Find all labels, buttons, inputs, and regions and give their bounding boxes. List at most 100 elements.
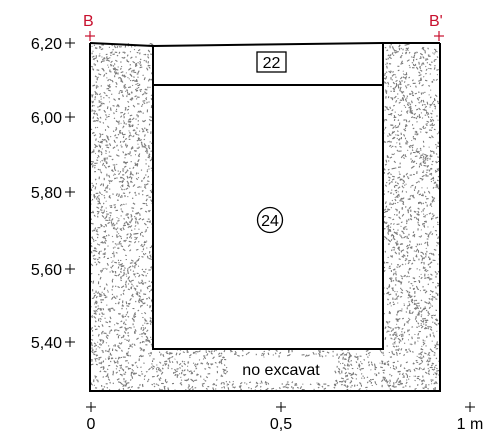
soil-speckle (409, 110, 412, 113)
soil-speckle (132, 124, 134, 127)
soil-speckle (247, 351, 250, 355)
soil-speckle (132, 184, 136, 187)
soil-speckle (417, 213, 420, 216)
soil-speckle (387, 54, 390, 57)
soil-speckle (123, 86, 127, 89)
soil-speckle (420, 322, 422, 325)
soil-speckle (204, 379, 207, 382)
soil-speckle (435, 216, 439, 219)
soil-speckle (433, 197, 436, 199)
soil-speckle (153, 382, 155, 385)
soil-speckle (98, 45, 102, 49)
soil-speckle (124, 138, 128, 140)
soil-speckle (399, 76, 403, 80)
soil-speckle (391, 131, 394, 135)
soil-speckle (108, 179, 111, 183)
soil-speckle (186, 379, 189, 382)
soil-speckle (333, 383, 337, 386)
soil-speckle (215, 349, 217, 352)
soil-speckle (106, 262, 109, 266)
soil-speckle (129, 117, 132, 121)
soil-speckle (134, 95, 137, 98)
soil-speckle (223, 364, 226, 366)
soil-speckle (430, 252, 433, 256)
soil-speckle (192, 351, 195, 354)
soil-speckle (422, 158, 425, 160)
soil-speckle (146, 180, 150, 183)
soil-speckle (106, 289, 109, 292)
soil-speckle (107, 59, 111, 62)
soil-speckle (402, 94, 405, 97)
soil-speckle (98, 292, 101, 295)
soil-speckle (415, 320, 418, 323)
soil-speckle (130, 147, 134, 150)
soil-speckle (145, 204, 148, 207)
soil-speckle (416, 133, 419, 136)
soil-speckle (429, 103, 432, 106)
soil-speckle (415, 85, 417, 88)
soil-speckle (275, 349, 278, 352)
soil-speckle (174, 371, 177, 374)
soil-speckle (120, 279, 123, 282)
soil-speckle (385, 75, 388, 79)
soil-speckle (149, 43, 153, 45)
soil-speckle (394, 145, 397, 148)
soil-speckle (131, 364, 134, 367)
soil-speckle (434, 52, 436, 54)
soil-speckle (126, 169, 129, 172)
soil-speckle (161, 367, 164, 370)
soil-speckle (422, 387, 425, 390)
soil-speckle (392, 228, 395, 231)
soil-speckle (158, 388, 161, 391)
soil-speckle (358, 387, 361, 391)
soil-speckle (315, 353, 317, 355)
soil-speckle (121, 210, 124, 213)
soil-speckle (98, 194, 100, 197)
soil-speckle (436, 221, 439, 224)
soil-speckle (405, 361, 409, 364)
soil-speckle (124, 153, 127, 156)
soil-speckle (114, 72, 118, 75)
soil-speckle (141, 298, 145, 301)
soil-speckle (120, 188, 123, 191)
soil-speckle (101, 162, 105, 166)
soil-speckle (94, 328, 98, 331)
soil-speckle (409, 240, 411, 243)
soil-speckle (90, 222, 94, 225)
soil-speckle (409, 152, 412, 155)
soil-speckle (101, 388, 104, 390)
soil-speckle (144, 88, 148, 91)
soil-speckle (95, 162, 97, 165)
soil-speckle (148, 220, 152, 223)
soil-speckle (118, 51, 121, 54)
soil-speckle (121, 285, 125, 288)
soil-speckle (406, 111, 409, 114)
soil-speckle (380, 379, 384, 382)
soil-speckle (122, 289, 126, 292)
soil-speckle (418, 74, 422, 77)
soil-speckle (94, 357, 97, 361)
soil-speckle (360, 373, 363, 375)
soil-speckle (386, 331, 388, 333)
soil-speckle (399, 145, 402, 148)
soil-speckle (121, 179, 124, 183)
soil-speckle (136, 133, 138, 136)
soil-speckle (392, 268, 396, 271)
soil-speckle (416, 361, 419, 364)
soil-speckle (198, 359, 201, 361)
soil-speckle (401, 97, 404, 100)
soil-speckle (126, 269, 129, 273)
soil-speckle (403, 235, 407, 239)
soil-speckle (98, 109, 100, 111)
soil-speckle (119, 364, 122, 367)
soil-speckle (150, 97, 153, 101)
soil-speckle (104, 166, 107, 169)
soil-speckle (416, 288, 420, 291)
soil-speckle (383, 81, 387, 85)
soil-speckle (397, 348, 400, 352)
soil-speckle (117, 313, 120, 315)
soil-speckle (127, 278, 130, 280)
soil-speckle (317, 386, 320, 389)
soil-speckle (122, 384, 125, 388)
soil-speckle (412, 362, 415, 365)
